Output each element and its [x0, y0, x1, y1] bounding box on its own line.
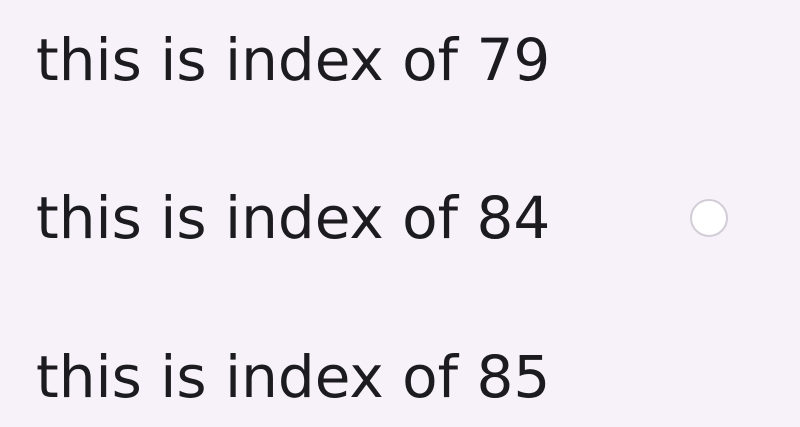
- list-item-label: this is index of 84: [36, 184, 551, 252]
- list-item[interactable]: this is index of 85: [0, 327, 800, 427]
- list-item-label: this is index of 79: [36, 26, 551, 94]
- list-item[interactable]: this is index of 84: [0, 168, 800, 268]
- list-item[interactable]: this is index of 79: [0, 10, 800, 110]
- list-item-label: this is index of 85: [36, 343, 551, 411]
- radio-button-unselected[interactable]: [690, 199, 728, 237]
- index-list: this is index of 79 this is index of 84 …: [0, 10, 800, 406]
